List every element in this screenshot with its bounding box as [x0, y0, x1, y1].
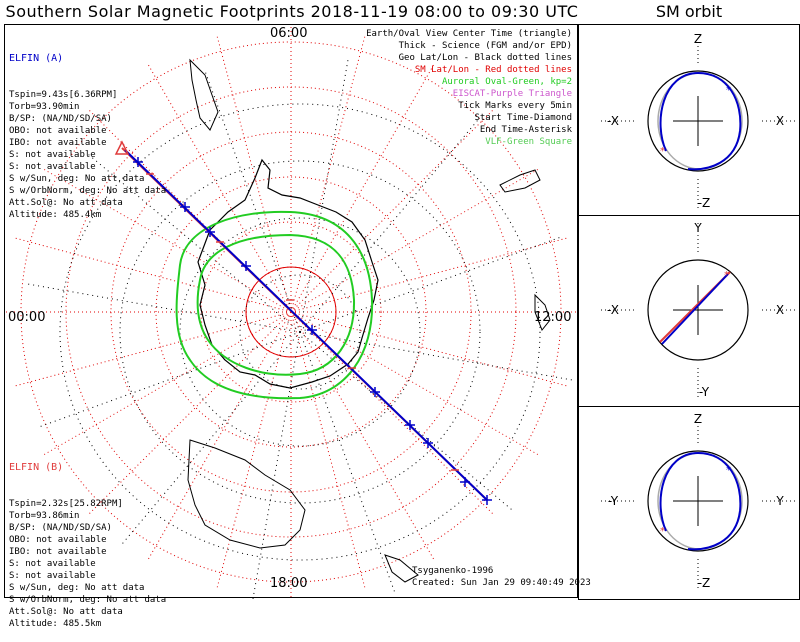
geo-lon-line	[203, 68, 301, 333]
elfin-a-detail-line: S: not available	[9, 150, 96, 160]
sm-lon-line	[290, 169, 539, 313]
geo-lat-circle	[59, 103, 541, 561]
sm-lon-line	[15, 237, 292, 313]
geo-lon-line	[85, 151, 301, 333]
geo-lon-line	[299, 331, 576, 382]
legend-item: Auroral Oval-Green, kp=2	[441, 77, 572, 87]
elfin-b-info: ELFIN (B) Tspin=2.32s[25.82RPM] Torb=93.8…	[9, 438, 166, 642]
geo-lon-line	[252, 331, 301, 600]
sm-lat-circle	[200, 221, 382, 403]
sm-lon-line	[290, 311, 366, 588]
geo-lon-line	[24, 282, 301, 333]
elfin-a-detail-line: S w/Sun, deg: No att data	[9, 174, 145, 184]
geo-lon-line	[36, 331, 301, 429]
elfin-a-details: Tspin=9.43s[6.36RPM] Torb=93.90min B/SP: (…	[9, 89, 166, 221]
elfin-a-detail-line: IBO: not available	[9, 138, 107, 148]
sm-lon-line	[290, 311, 493, 514]
legend-item: Geo Lat/Lon - Black dotted lines	[398, 53, 572, 63]
elfin-b-detail-line: OBO: not available	[9, 535, 107, 545]
plot-title: Southern Solar Magnetic Footprints 2018-…	[5, 2, 579, 21]
legend-item: Earth/Oval View Center Time (triangle)	[366, 29, 572, 39]
elfin-b-name: ELFIN (B)	[9, 462, 64, 473]
elfin-a-info: ELFIN (A) Tspin=9.43s[6.36RPM] Torb=93.90…	[9, 29, 166, 233]
sm-lon-line	[290, 311, 434, 560]
new-zealand-coastline	[384, 554, 419, 583]
elfin-b-detail-line: S w/OrbNorm, deg: No att data	[9, 595, 167, 605]
sm-lat-circle	[155, 176, 427, 448]
legend-item: Start Time-Diamond	[474, 113, 572, 123]
sm-lat-circle	[20, 41, 562, 583]
elfin-b-detail-line: Torb=93.86min	[9, 511, 80, 521]
orbit-panel-yz	[578, 406, 800, 600]
elfin-a-detail-line: S: not available	[9, 162, 96, 172]
clock-label-bottom: 18:00	[270, 576, 308, 591]
elfin-a-track	[124, 149, 488, 501]
elfin-b-detail-line: IBO: not available	[9, 547, 107, 557]
footprint-map-frame	[4, 24, 578, 598]
elfin-b-detail-line: Att.Sol@: No att data	[9, 607, 123, 617]
geo-lat-circle	[239, 274, 361, 390]
sm-lon-line	[148, 311, 292, 560]
orbit-title: SM orbit	[655, 2, 723, 21]
geo-lon-line	[299, 56, 350, 333]
elfin-b-view-triangle	[114, 140, 130, 155]
elfin-a-detail-line: Altitude: 485.4km	[9, 210, 102, 220]
model-label: Tsyganenko-1996	[412, 566, 494, 576]
elfin-a-detail-line: Torb=93.90min	[9, 102, 80, 112]
elfin-a-name: ELFIN (A)	[9, 53, 64, 64]
elfin-a-detail-line: Att.Sol@: No att data	[9, 198, 123, 208]
elfin-a-detail-line: Tspin=9.43s[6.36RPM]	[9, 90, 118, 100]
elfin-a-detail-line: B/SP: (NA/ND/SD/SA)	[9, 114, 112, 124]
auroral-oval-outer	[175, 210, 374, 400]
legend-item: Thick - Science (FGM and/or EPD)	[398, 41, 572, 51]
legend-item: VLF-Green Square	[485, 137, 572, 147]
legend: Earth/Oval View Center Time (triangle) Th…	[366, 28, 572, 148]
geo-lon-line	[299, 235, 564, 333]
sm-lon-line	[290, 311, 539, 455]
sm-lon-line	[216, 36, 292, 313]
elfin-a-detail-line: OBO: not available	[9, 126, 107, 136]
legend-item: Tick Marks every 5min	[458, 101, 572, 111]
clock-label-right: 12:00	[534, 310, 572, 325]
clock-label-left: 00:00	[8, 310, 46, 325]
legend-item: SM Lat/Lon - Red dotted lines	[414, 65, 572, 75]
orbit-panel-xy	[578, 215, 800, 407]
elfin-b-details: Tspin=2.32s[25.82RPM] Torb=93.86min B/SP: …	[9, 498, 166, 630]
elfin-b-detail-line: Altitude: 485.5km	[9, 619, 102, 629]
geo-lat-circle	[179, 217, 421, 447]
elfin-b-detail-line: Tspin=2.32s[25.82RPM]	[9, 499, 123, 509]
elfin-b-detail-line: S: not available	[9, 571, 96, 581]
elfin-a-detail-line: S w/OrbNorm, deg: No att data	[9, 186, 167, 196]
australia-coastline	[187, 439, 306, 549]
clock-label-top: 06:00	[270, 26, 308, 41]
elfin-b-detail-line: B/SP: (NA/ND/SD/SA)	[9, 523, 112, 533]
geo-lon-line	[119, 331, 301, 547]
auroral-oval-inner	[196, 233, 356, 376]
legend-item: EISCAT-Purple Triangle	[452, 89, 572, 99]
footprint-map	[6, 27, 576, 600]
elfin-b-detail-line: S w/Sun, deg: No att data	[9, 583, 145, 593]
elfin-b-detail-line: S: not available	[9, 559, 96, 569]
island-coastline	[534, 293, 551, 331]
geo-lon-line	[299, 117, 481, 333]
created-label: Created: Sun Jan 29 09:40:49 2023	[412, 578, 591, 588]
orbit-panel-xz	[578, 24, 800, 216]
legend-item: End Time-Asterisk	[479, 125, 572, 135]
sm-lon-line	[43, 311, 292, 455]
geo-lon-line	[299, 331, 397, 596]
sm-lon-line	[15, 311, 292, 387]
south-america-coastline	[189, 58, 219, 131]
africa-coastline	[499, 169, 541, 193]
